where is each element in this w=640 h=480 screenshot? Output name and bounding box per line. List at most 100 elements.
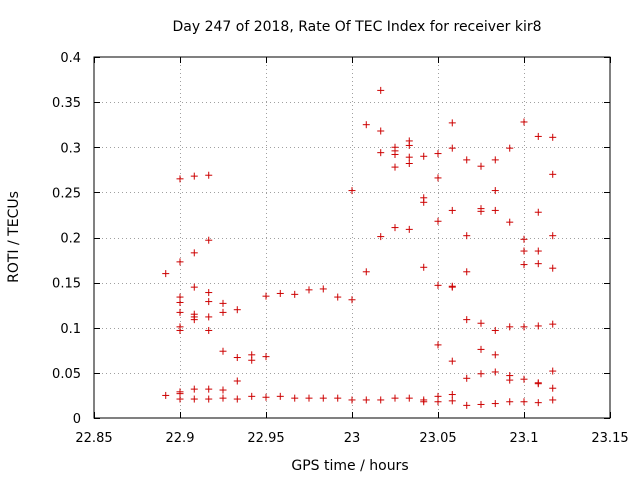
grid-lines (94, 57, 610, 418)
data-point-marker (477, 400, 485, 408)
data-point-marker (219, 308, 227, 316)
data-point-marker (362, 396, 370, 404)
data-point-marker (248, 392, 256, 400)
data-point-marker (377, 127, 385, 135)
data-point-marker (420, 398, 428, 406)
data-point-marker (477, 345, 485, 353)
data-point-marker (477, 370, 485, 378)
data-point-marker (405, 225, 413, 233)
data-point-marker (434, 281, 442, 289)
data-point-marker (291, 394, 299, 402)
data-point-marker (205, 326, 213, 334)
data-point-marker (176, 298, 184, 306)
x-axis-label: GPS time / hours (291, 458, 408, 474)
data-point-marker (520, 247, 528, 255)
data-point-marker (491, 326, 499, 334)
data-point-marker (520, 375, 528, 383)
data-point-marker (391, 224, 399, 232)
data-point-marker (549, 232, 557, 240)
data-point-marker (549, 170, 557, 178)
x-tick-label: 22.85 (75, 431, 112, 446)
data-point-marker (520, 323, 528, 331)
data-point-marker (534, 260, 542, 268)
data-point-marker (319, 285, 327, 293)
data-point-marker (463, 316, 471, 324)
data-point-marker (549, 320, 557, 328)
data-point-marker (233, 395, 241, 403)
data-point-marker (549, 367, 557, 375)
y-tick-label: 0.3 (60, 141, 81, 156)
data-point-marker (520, 398, 528, 406)
data-point-marker (305, 286, 313, 294)
data-point-marker (205, 395, 213, 403)
chart-title: Day 247 of 2018, Rate Of TEC Index for r… (172, 19, 541, 35)
data-point-marker (190, 172, 198, 180)
plot-frame (93, 56, 611, 419)
data-point-marker (448, 391, 456, 399)
data-point-marker (448, 397, 456, 405)
data-point-marker (420, 198, 428, 206)
data-point-marker (190, 283, 198, 291)
data-point-marker (448, 119, 456, 127)
y-tick-label: 0.35 (52, 96, 81, 111)
data-point-marker (205, 313, 213, 321)
data-point-marker (477, 319, 485, 327)
x-tick-labels: 22.85 22.9 22.95 23 23.05 23.1 23.15 (75, 431, 628, 446)
data-point-marker (391, 394, 399, 402)
data-point-marker (534, 380, 542, 388)
data-point-marker (219, 347, 227, 355)
data-point-marker (190, 316, 198, 324)
y-tick-label: 0.2 (60, 232, 81, 247)
data-point-marker (377, 233, 385, 241)
data-point-marker (334, 394, 342, 402)
data-point-marker (176, 326, 184, 334)
data-point-marker (276, 392, 284, 400)
data-point-marker (348, 187, 356, 195)
x-tick-label: 23.05 (419, 431, 456, 446)
data-point-marker (219, 394, 227, 402)
data-point-marker (205, 236, 213, 244)
data-point-marker (506, 323, 514, 331)
data-point-marker (534, 322, 542, 330)
data-point-marker (520, 235, 528, 243)
x-tick-label: 23 (344, 431, 361, 446)
data-point-marker (534, 132, 542, 140)
data-point-marker (506, 144, 514, 152)
data-points (162, 86, 557, 409)
data-point-marker (319, 394, 327, 402)
data-point-marker (477, 207, 485, 215)
data-point-marker (176, 308, 184, 316)
data-point-marker (491, 400, 499, 408)
data-point-marker (448, 283, 456, 291)
data-point-marker (233, 306, 241, 314)
data-point-marker (434, 174, 442, 182)
data-point-marker (549, 264, 557, 272)
data-point-marker (176, 395, 184, 403)
data-point-marker (506, 376, 514, 384)
data-point-marker (463, 232, 471, 240)
data-point-marker (362, 268, 370, 276)
data-point-marker (534, 247, 542, 255)
data-point-marker (348, 296, 356, 304)
data-point-marker (405, 394, 413, 402)
data-point-marker (219, 299, 227, 307)
x-tick-label: 23.15 (591, 431, 628, 446)
y-tick-labels: 0 0.05 0.1 0.15 0.2 0.25 0.3 0.35 0.4 (52, 51, 81, 427)
data-point-marker (534, 208, 542, 216)
data-point-marker (391, 150, 399, 158)
data-point-marker (377, 86, 385, 94)
data-point-marker (448, 206, 456, 214)
x-tick-label: 22.9 (166, 431, 195, 446)
x-tick-label: 23.1 (510, 431, 539, 446)
data-point-marker (434, 150, 442, 158)
data-point-marker (348, 396, 356, 404)
data-point-marker (219, 386, 227, 394)
data-point-marker (190, 249, 198, 257)
x-tick-label: 22.95 (247, 431, 284, 446)
data-point-marker (233, 377, 241, 385)
y-tick-label: 0.05 (52, 367, 81, 382)
data-point-marker (162, 270, 170, 278)
data-point-marker (420, 152, 428, 160)
data-point-marker (448, 357, 456, 365)
